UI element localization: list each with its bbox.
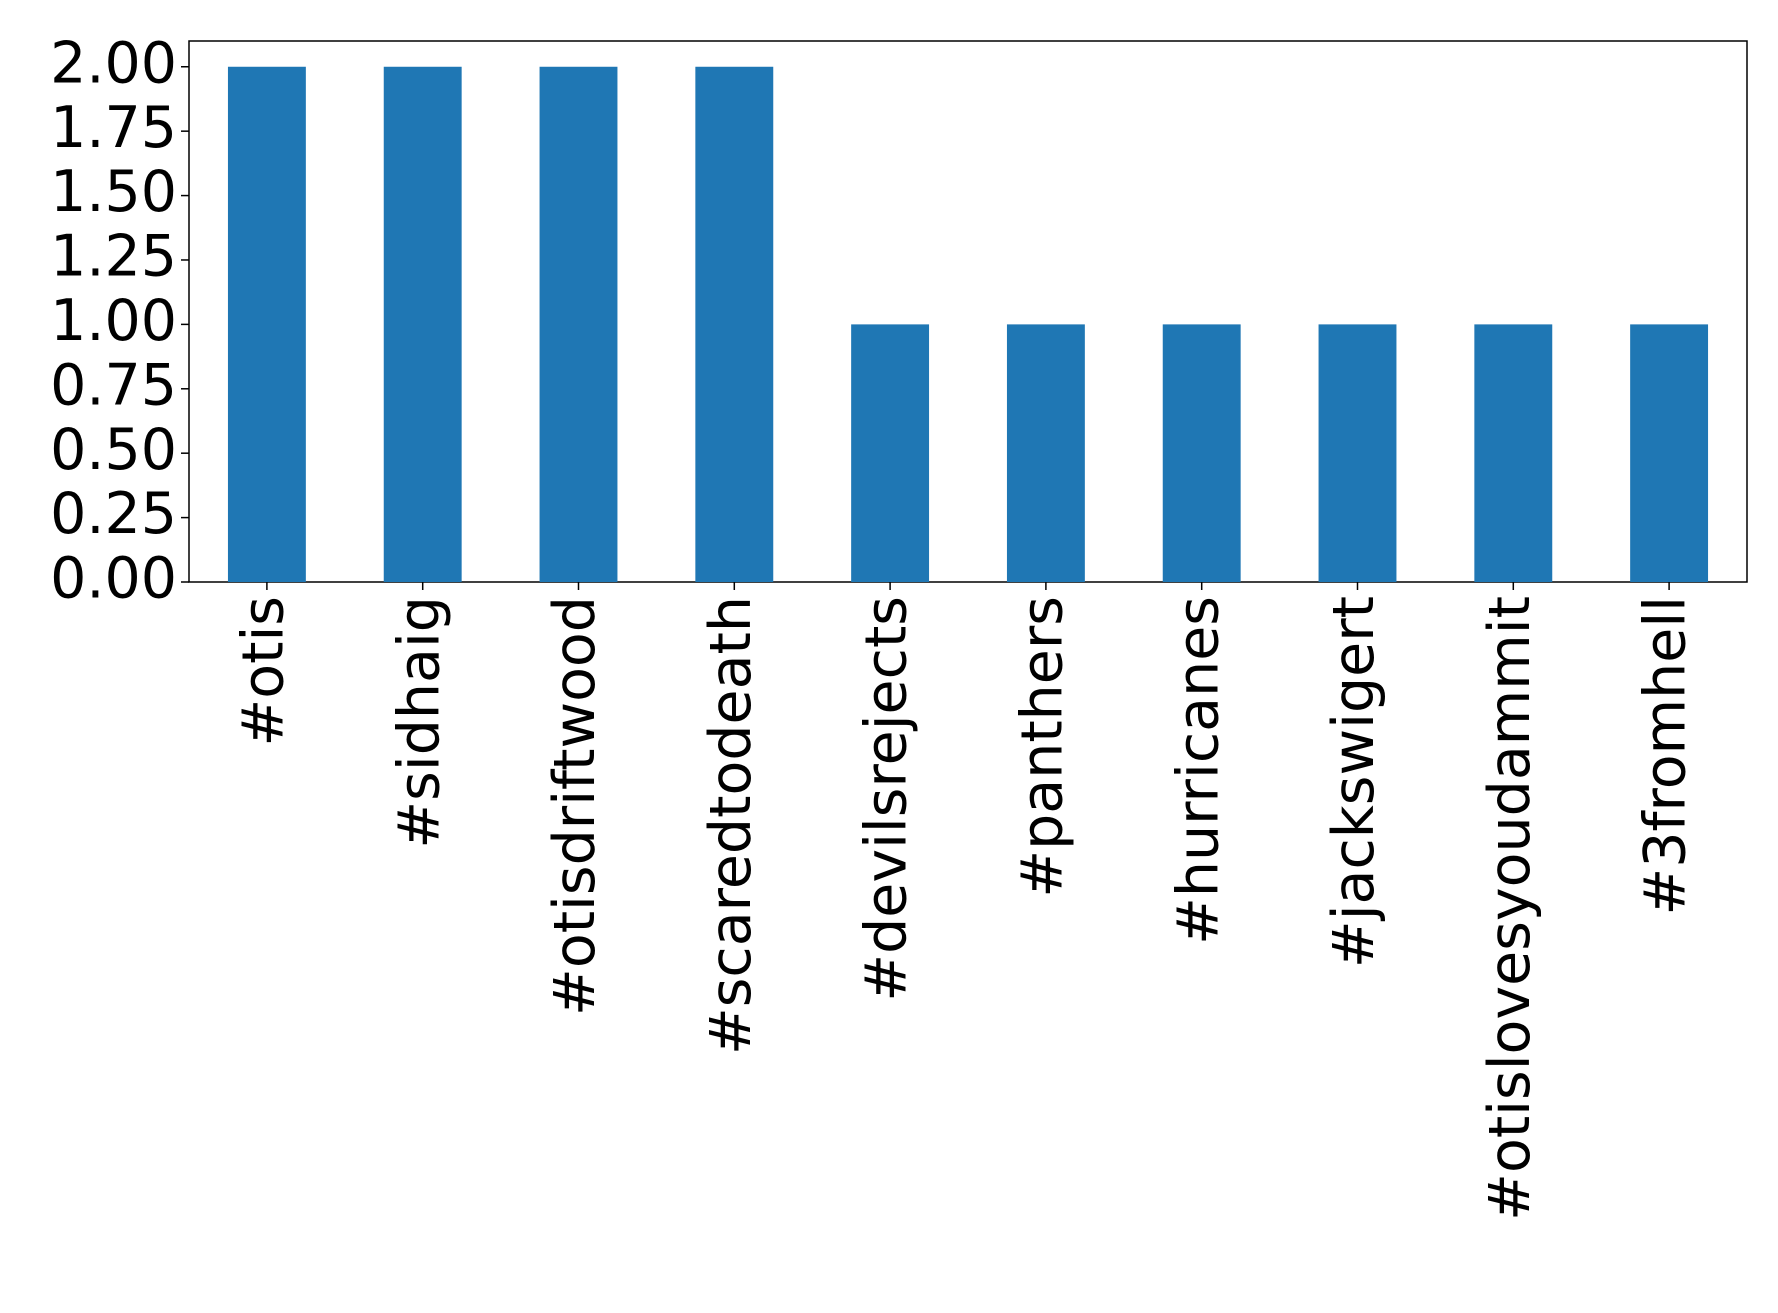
x-tick-label: #hurricanes	[1165, 596, 1231, 945]
bar	[695, 66, 774, 582]
bar	[227, 66, 306, 582]
y-tick-label: 0.50	[50, 417, 177, 483]
x-tick-label: #sidhaig	[386, 596, 452, 849]
y-tick-label: 0.25	[50, 481, 177, 547]
x-tick-label: #jackswigert	[1321, 596, 1387, 968]
bar	[1474, 324, 1553, 582]
x-tick-label: #otis	[231, 596, 297, 747]
y-tick-label: 1.25	[50, 224, 177, 290]
plot-frame	[188, 40, 1748, 583]
y-tick-label: 0.00	[50, 546, 177, 612]
x-tick-label: #devilsrejects	[854, 596, 920, 1002]
x-tick-label: #panthers	[1010, 596, 1076, 898]
x-tick-label: #otisdriftwood	[542, 596, 608, 1016]
y-tick-label: 1.50	[50, 159, 177, 225]
bar	[383, 66, 462, 582]
y-tick-label: 0.75	[50, 352, 177, 418]
bar	[1318, 324, 1397, 582]
bar	[1162, 324, 1241, 582]
y-tick-label: 2.00	[50, 30, 177, 96]
bar	[851, 324, 930, 582]
bar	[539, 66, 618, 582]
bar	[1006, 324, 1085, 582]
bar	[1630, 324, 1709, 582]
y-tick-label: 1.00	[50, 288, 177, 354]
x-tick-label: #3fromhell	[1633, 596, 1699, 916]
x-tick-label: #otislovesyoudammit	[1477, 596, 1543, 1221]
x-tick-label: #scaredtodeath	[698, 596, 764, 1055]
y-tick-label: 1.75	[50, 95, 177, 161]
